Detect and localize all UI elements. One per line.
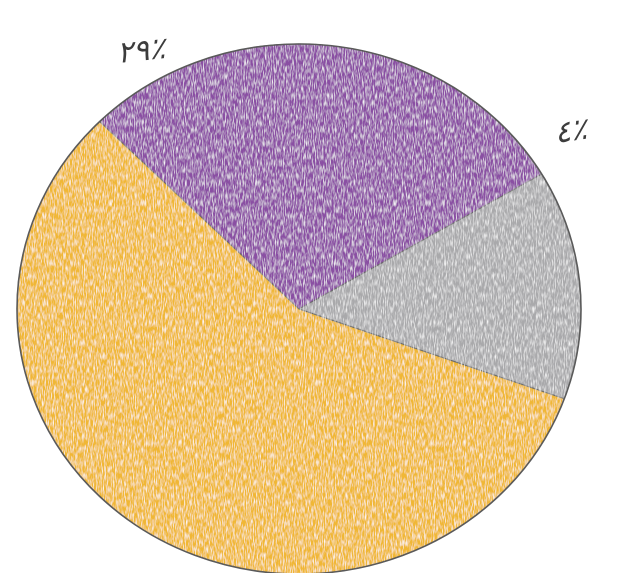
pie-slices: [16, 43, 582, 573]
slice-label-purple: ٢٩٪: [115, 31, 170, 71]
slice-label-gray: ٤٪: [552, 111, 592, 151]
pie-outline: [16, 43, 582, 573]
